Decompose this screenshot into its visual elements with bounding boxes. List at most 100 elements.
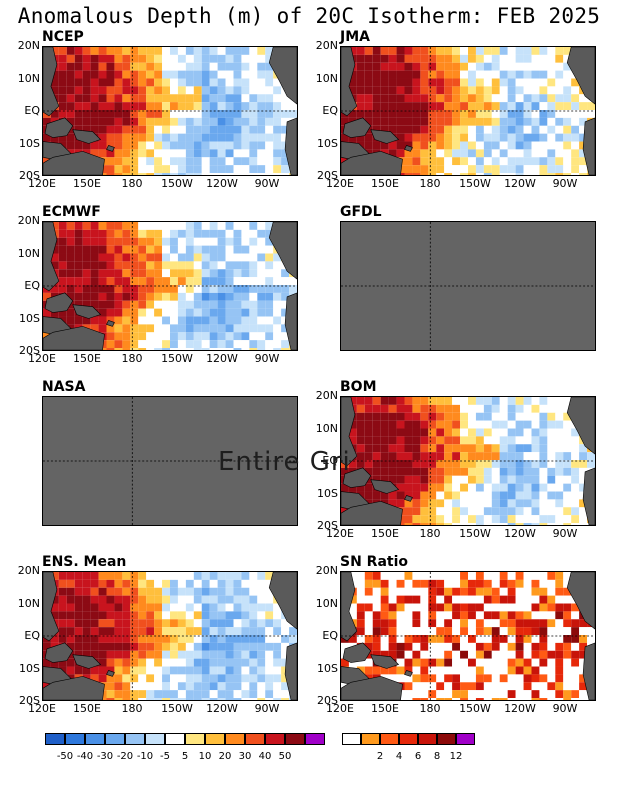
heatmap-cell [50, 572, 59, 580]
heatmap-cell [420, 157, 429, 166]
heatmap-cell [539, 157, 548, 166]
heatmap-cell [420, 595, 429, 604]
heatmap-cell [539, 428, 548, 437]
heatmap-cell [209, 285, 218, 293]
heatmap-cell [579, 467, 588, 476]
heatmap-cell [507, 54, 516, 63]
heatmap-cell [412, 54, 421, 63]
heatmap-cell [412, 483, 421, 492]
heatmap-cell [162, 642, 170, 651]
colorbar-swatch [45, 733, 65, 745]
heatmap-cell [483, 682, 492, 691]
heatmap-cell [217, 603, 226, 612]
heatmap-cell [241, 690, 250, 699]
heatmap-cell [265, 253, 274, 262]
heatmap-cell [491, 579, 500, 588]
heatmap-cell [225, 173, 234, 175]
heatmap-cell [507, 86, 516, 95]
heatmap-cell [185, 222, 194, 230]
heatmap-cell [241, 308, 250, 317]
heatmap-cell [555, 499, 564, 508]
heatmap-cell [225, 110, 234, 118]
heatmap-cell [209, 54, 218, 63]
heatmap-cell [273, 165, 282, 174]
land-mass [44, 117, 74, 138]
heatmap-cell [257, 125, 266, 134]
heatmap-cell [428, 658, 437, 667]
heatmap-cell [185, 102, 194, 111]
heatmap-cell [420, 149, 429, 158]
heatmap-cell [66, 308, 75, 317]
heatmap-cell [396, 572, 405, 580]
heatmap-cell [460, 460, 468, 468]
heatmap-cell [428, 54, 437, 63]
heatmap-cell [265, 222, 274, 230]
heatmap-cell [114, 173, 123, 175]
heatmap-cell [90, 619, 99, 628]
heatmap-cell [201, 324, 210, 333]
heatmap-cell [90, 642, 99, 651]
heatmap-cell [468, 117, 476, 126]
heatmap-cell [74, 94, 83, 103]
heatmap-cell [130, 635, 139, 643]
heatmap-cell [483, 627, 492, 636]
heatmap-cell [491, 436, 500, 445]
heatmap-cell [460, 579, 468, 588]
heatmap-cell [257, 285, 266, 293]
heatmap-cell [273, 690, 282, 699]
heatmap-cell [90, 627, 99, 636]
heatmap-cell [98, 666, 107, 675]
heatmap-cell [154, 70, 163, 79]
heatmap-cell [356, 78, 365, 87]
heatmap-cell [233, 572, 242, 580]
heatmap-cell [170, 332, 178, 341]
heatmap-cell [265, 627, 274, 636]
land-mass [342, 117, 372, 138]
heatmap-cell [483, 141, 492, 150]
heatmap-cell [412, 467, 421, 476]
heatmap-cell [396, 499, 405, 508]
heatmap-cell [82, 587, 91, 596]
heatmap-cell [571, 523, 580, 525]
heatmap-cell [257, 682, 266, 691]
heatmap-cell [404, 428, 413, 437]
heatmap-cell [388, 650, 397, 659]
heatmap-cell [225, 86, 234, 95]
heatmap-cell [265, 110, 274, 118]
heatmap-cell [58, 619, 67, 628]
heatmap-cell [66, 54, 75, 63]
heatmap-cell [130, 117, 139, 126]
heatmap-cell [523, 428, 532, 437]
heatmap-cell [265, 261, 274, 270]
heatmap-cell [444, 682, 453, 691]
heatmap-cell [531, 94, 540, 103]
heatmap-cell [460, 515, 468, 524]
heatmap-cell [531, 62, 540, 71]
heatmap-cell [571, 698, 580, 700]
heatmap-cell [539, 499, 548, 508]
heatmap-cell [444, 141, 453, 150]
heatmap-cell [114, 78, 123, 87]
heatmap-cell [563, 523, 572, 525]
heatmap-cell [177, 619, 186, 628]
heatmap-cell [146, 110, 155, 118]
heatmap-cell [515, 603, 524, 612]
heatmap-cell [468, 428, 476, 437]
heatmap-cell [539, 404, 548, 413]
heatmap-cell [98, 102, 107, 111]
heatmap-cell [177, 117, 186, 126]
heatmap-cell [388, 149, 397, 158]
heatmap-cell [185, 642, 194, 651]
heatmap-cell [98, 650, 107, 659]
heatmap-cell [114, 62, 123, 71]
heatmap-cell [428, 149, 437, 158]
heatmap-cell [130, 292, 139, 301]
heatmap-cell [579, 483, 588, 492]
heatmap-cell [90, 47, 99, 55]
heatmap-cell [233, 47, 242, 55]
heatmap-cell [177, 253, 186, 262]
heatmap-cell [539, 491, 548, 500]
heatmap-cell [483, 444, 492, 453]
heatmap-cell [162, 300, 170, 309]
heatmap-cell [201, 658, 210, 667]
